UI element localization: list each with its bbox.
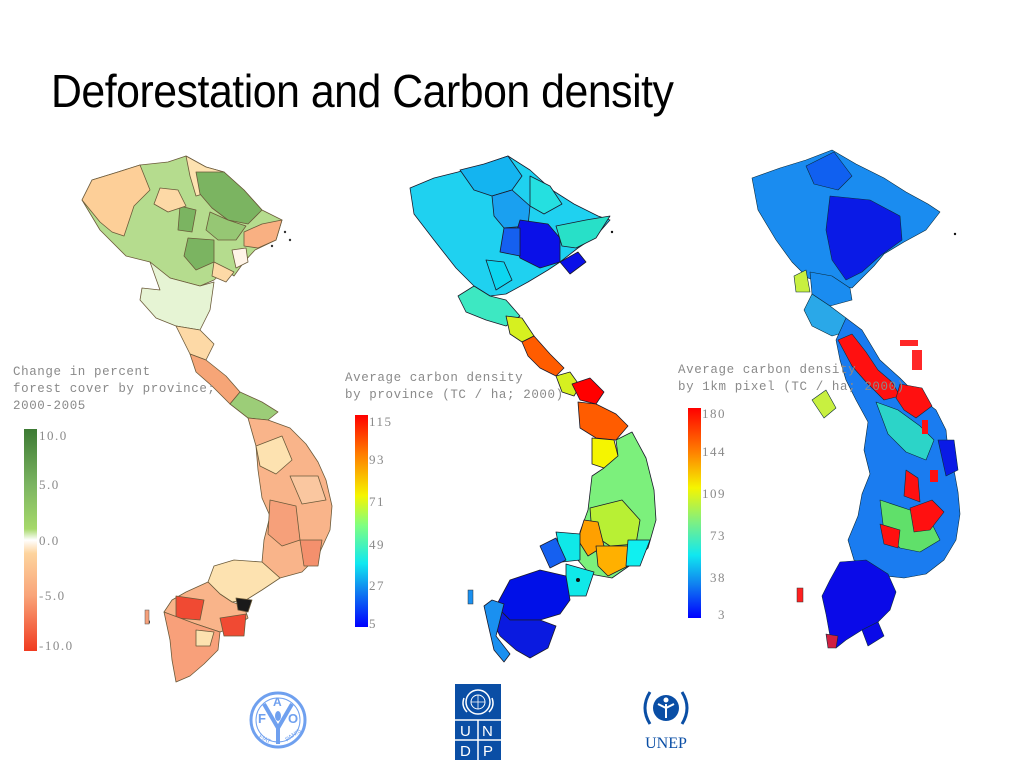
svg-text:FIAT: FIAT [258, 734, 272, 746]
carbon-pixel-tick: 3 [718, 607, 726, 622]
carbon-province-tick: 49 [369, 537, 385, 552]
carbon-pixel-tick: 38 [710, 570, 726, 585]
carbon-pixel-map [751, 149, 961, 649]
forest-change-tick: 10.0 [39, 428, 68, 443]
svg-text:N: N [482, 723, 493, 740]
svg-text:UNEP: UNEP [645, 735, 687, 752]
forest-change-tick: -10.0 [39, 638, 74, 653]
carbon-pixel-tick: 109 [702, 486, 726, 501]
forest-change-tick: 0.0 [39, 533, 60, 548]
carbon-province-tick: 93 [369, 452, 385, 467]
slide-title: Deforestation and Carbon density [51, 65, 674, 117]
carbon-province-colorbar [355, 415, 368, 627]
carbon-province-tick: 5 [369, 616, 377, 631]
svg-text:F: F [258, 711, 266, 726]
carbon-pixel-tick: 144 [702, 444, 726, 459]
fao-logo: F A O FIAT PANIS [248, 690, 308, 750]
carbon-province-tick: 71 [369, 494, 385, 509]
carbon-province-tick: 115 [369, 414, 393, 429]
carbon-pixel-tick: 73 [710, 528, 726, 543]
carbon-province-legend-title: Average carbon density by province (TC /… [345, 371, 564, 402]
carbon-province-tick: 27 [369, 578, 385, 593]
forest-change-legend-title: Change in percent forest cover by provin… [13, 365, 216, 413]
svg-text:A: A [273, 695, 282, 709]
undp-logo: U N D P [455, 684, 501, 760]
forest-change-tick: 5.0 [39, 477, 60, 492]
carbon-pixel-colorbar [688, 408, 701, 618]
svg-text:U: U [460, 723, 471, 740]
carbon-pixel-tick: 180 [702, 406, 726, 421]
forest-change-map [81, 155, 333, 683]
svg-text:D: D [460, 743, 471, 760]
svg-text:O: O [288, 711, 298, 726]
forest-change-colorbar [24, 429, 37, 651]
carbon-pixel-legend-title: Average carbon density by 1km pixel (TC … [678, 363, 905, 394]
forest-change-tick: -5.0 [39, 588, 66, 603]
carbon-province-map [409, 155, 657, 663]
svg-text:P: P [483, 743, 493, 760]
unep-logo: UNEP [638, 684, 694, 754]
